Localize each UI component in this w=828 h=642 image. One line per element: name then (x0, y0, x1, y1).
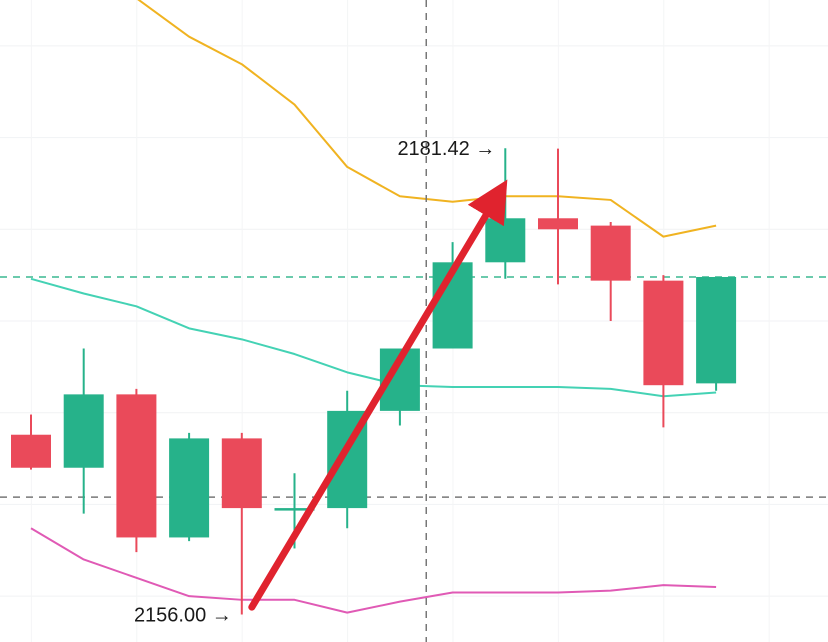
lower-band-line (30, 527, 717, 614)
candle (538, 148, 578, 285)
candle (221, 432, 262, 615)
bollinger-bands (30, 0, 717, 614)
upper-band-line (137, 0, 717, 238)
middle-band-line (30, 277, 717, 398)
candle-body (485, 218, 526, 263)
candle-body (590, 225, 631, 281)
price-annotation-label: 2156.00 → (134, 604, 232, 626)
candle (485, 148, 526, 279)
candle (590, 221, 631, 321)
candle-body (11, 434, 51, 468)
candles (11, 148, 737, 615)
candle (696, 276, 737, 391)
candle (11, 414, 51, 470)
candle-body (538, 218, 578, 230)
candle-body (169, 438, 210, 538)
candle-body (643, 280, 684, 386)
candle (643, 275, 684, 428)
candle-body (696, 276, 737, 384)
candle-body (221, 438, 262, 509)
candle (169, 432, 210, 542)
candle (63, 348, 104, 514)
candle-body (116, 394, 157, 538)
price-annotations: 2181.42 → 2156.00 → (134, 138, 495, 626)
trend-arrow-group (248, 179, 508, 611)
candle (327, 390, 368, 529)
candle-body (63, 394, 104, 468)
trend-arrow (248, 179, 508, 611)
price-annotation-label: 2181.42 → (397, 138, 495, 160)
candle-body (274, 508, 315, 511)
candle (116, 388, 157, 553)
